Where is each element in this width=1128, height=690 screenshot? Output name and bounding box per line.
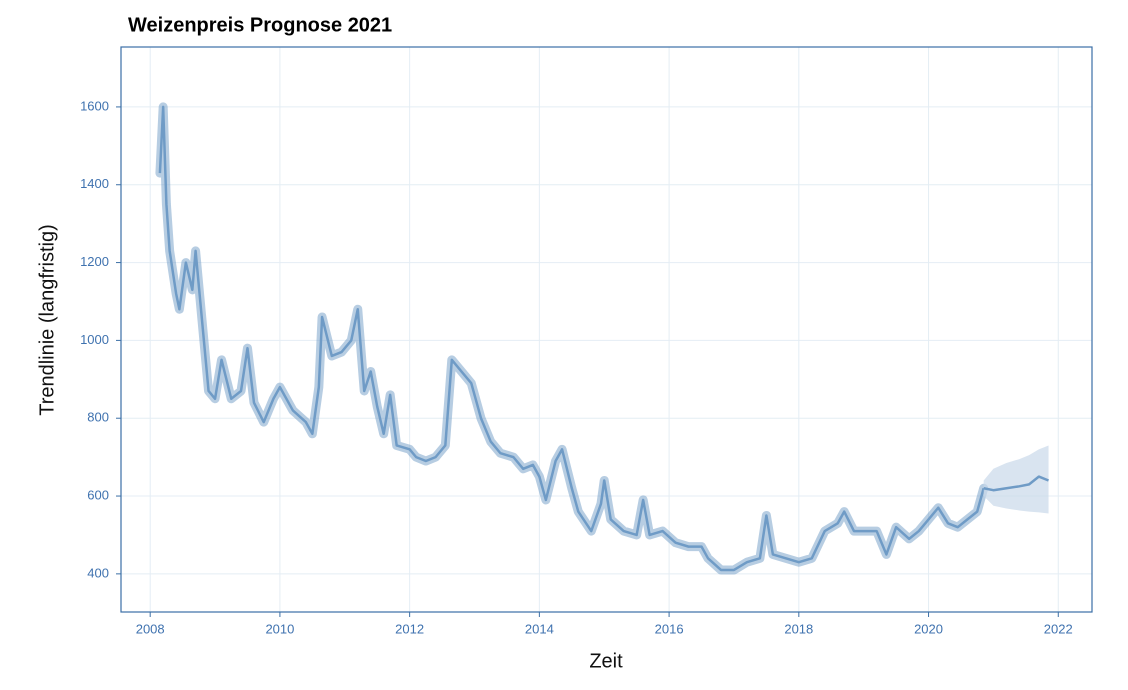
y-tick-label: 1600 xyxy=(80,98,109,113)
x-tick-label: 2016 xyxy=(655,621,684,636)
x-tick-label: 2014 xyxy=(525,621,554,636)
y-tick-label: 1000 xyxy=(80,332,109,347)
trend-line xyxy=(158,105,985,572)
trend-line xyxy=(983,475,1050,492)
x-tick-label: 2012 xyxy=(395,621,424,636)
plot-frame xyxy=(120,46,1093,613)
x-tick-label: 2008 xyxy=(136,621,165,636)
x-tick-label: 2020 xyxy=(914,621,943,636)
y-axis-label: Trendlinie (langfristig) xyxy=(36,224,58,416)
x-tick-label: 2010 xyxy=(265,621,294,636)
y-tick-label: 600 xyxy=(87,487,109,502)
chart-title: Weizenpreis Prognose 2021 xyxy=(128,14,392,36)
y-tick-label: 1200 xyxy=(80,254,109,269)
y-tick-label: 1400 xyxy=(80,176,109,191)
x-axis-label: Zeit xyxy=(589,650,623,672)
observed-halo xyxy=(155,102,989,575)
x-tick-label: 2018 xyxy=(784,621,813,636)
uncertainty-band xyxy=(983,445,1049,514)
y-tick-label: 800 xyxy=(87,410,109,425)
y-tick-label: 400 xyxy=(87,565,109,580)
x-tick-label: 2022 xyxy=(1044,621,1073,636)
